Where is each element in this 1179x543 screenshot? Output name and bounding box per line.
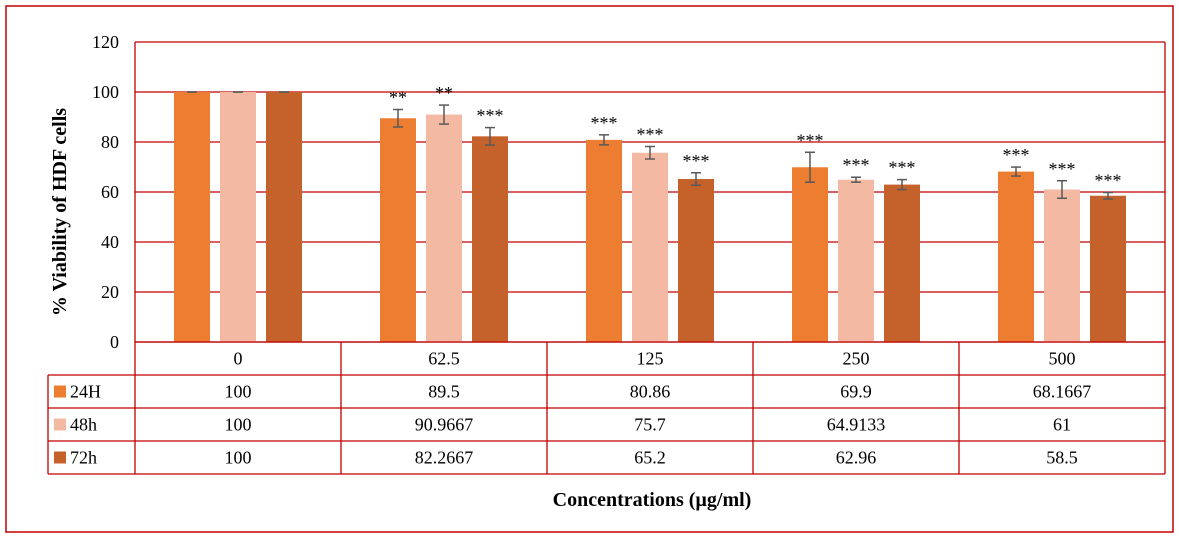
data-label: 89.5 — [428, 382, 460, 402]
y-tick-label: 0 — [110, 332, 119, 352]
data-label: 68.1667 — [1033, 382, 1092, 402]
data-label: 65.2 — [634, 448, 666, 468]
data-label: 100 — [225, 448, 252, 468]
data-label: 90.9667 — [415, 415, 474, 435]
data-label: 61 — [1053, 415, 1071, 435]
significance-label: *** — [683, 151, 710, 171]
y-tick-label: 20 — [101, 282, 119, 302]
legend-swatch-48h — [54, 418, 66, 431]
bar-72h-62.5 — [472, 136, 508, 342]
bar-72h-125 — [678, 179, 714, 342]
bar-48h-500 — [1044, 189, 1080, 342]
data-label: 100 — [225, 415, 252, 435]
y-tick-label: 60 — [101, 182, 119, 202]
bar-48h-250 — [838, 179, 874, 342]
y-tick-label: 120 — [92, 32, 119, 52]
bar-24H-62.5 — [380, 118, 416, 342]
legend-label-24H: 24H — [70, 382, 101, 402]
bar-24H-125 — [586, 139, 622, 342]
data-label: 75.7 — [634, 415, 666, 435]
significance-label: *** — [591, 113, 618, 133]
x-tick-label: 250 — [843, 349, 870, 369]
x-tick-label: 500 — [1049, 349, 1076, 369]
bar-24H-500 — [998, 171, 1034, 342]
data-table: 0 62.5 125 250 500 24H 100 89.5 80.86 69.9 68.1667… — [47, 341, 1166, 475]
y-tick-label: 40 — [101, 232, 119, 252]
bar-48h-62.5 — [426, 114, 462, 342]
significance-label: *** — [1049, 159, 1076, 179]
significance-label: ** — [389, 88, 407, 108]
y-axis-label: % Viability of HDF cells — [49, 108, 71, 316]
data-label: 64.9133 — [827, 415, 886, 435]
significance-label: *** — [1003, 145, 1030, 165]
significance-label: *** — [797, 130, 824, 150]
legend-swatch-72h — [54, 451, 66, 464]
legend-label-48h: 48h — [70, 415, 97, 435]
data-label: 100 — [225, 382, 252, 402]
significance-label: *** — [843, 155, 870, 175]
significance-label: *** — [637, 125, 664, 145]
data-label: 69.9 — [840, 382, 872, 402]
bar-24H-250 — [792, 167, 828, 342]
significance-label: *** — [477, 106, 504, 126]
error-bars — [187, 91, 1113, 200]
legend-label-72h: 72h — [70, 448, 97, 468]
bar-72h-0 — [266, 92, 302, 342]
x-tick-label: 0 — [234, 349, 243, 369]
significance-marks: ** ***** *************** ************ — [389, 83, 1122, 190]
x-tick-label: 62.5 — [428, 349, 460, 369]
bar-48h-0 — [220, 92, 256, 342]
bar-72h-500 — [1090, 195, 1126, 342]
bar-48h-125 — [632, 152, 668, 342]
bar-24H-0 — [174, 92, 210, 342]
data-label: 58.5 — [1046, 448, 1078, 468]
data-label: 82.2667 — [415, 448, 474, 468]
legend-swatch-24H — [54, 385, 66, 398]
y-tick-label: 80 — [101, 132, 119, 152]
significance-label: *** — [889, 158, 916, 178]
significance-label: *** — [1095, 171, 1122, 191]
significance-label: ** — [435, 83, 453, 103]
x-tick-label: 125 — [637, 349, 664, 369]
y-axis-ticks: 0 20 40 60 80 100 120 — [92, 32, 119, 352]
x-axis-label: Concentrations (µg/ml) — [553, 489, 752, 511]
bars — [174, 92, 1126, 342]
data-label: 62.96 — [836, 448, 877, 468]
y-tick-label: 100 — [92, 82, 119, 102]
data-label: 80.86 — [630, 382, 671, 402]
bar-72h-250 — [884, 184, 920, 342]
